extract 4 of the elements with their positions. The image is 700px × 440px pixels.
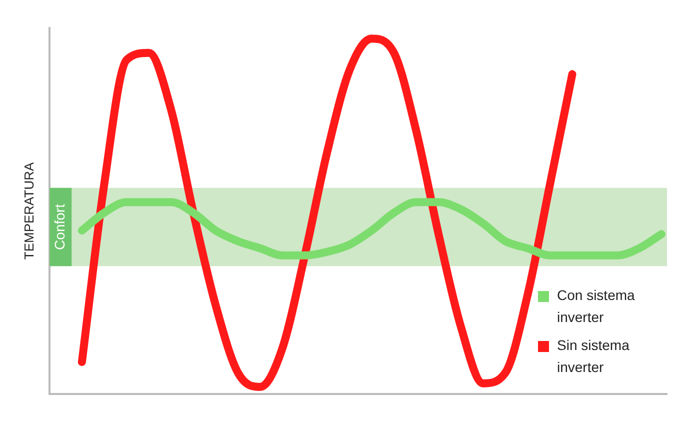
y-axis-title: TEMPERATURA (21, 162, 36, 260)
legend-label: Con sistema inverter (557, 286, 636, 327)
legend-label: Sin sistema inverter (557, 336, 630, 377)
band-label: Confort (51, 204, 68, 250)
